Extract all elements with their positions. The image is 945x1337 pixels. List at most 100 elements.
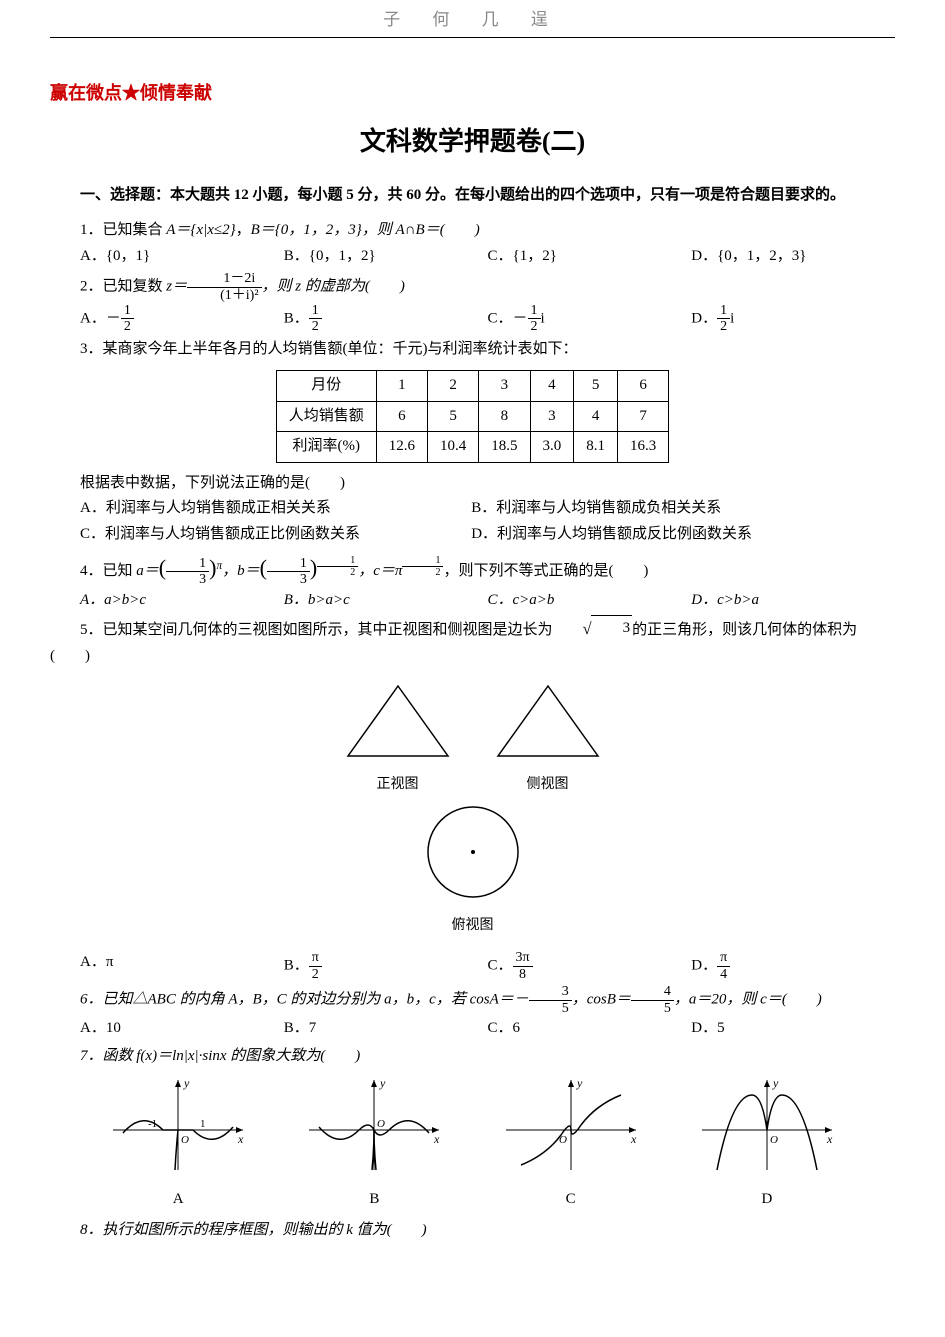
brand-line: 赢在微点★倾情奉献 [50, 78, 895, 109]
q2-optC-pre: C．－ [488, 310, 528, 326]
q4-optC: C．c>a>b [488, 588, 692, 614]
q6-optC: C．6 [488, 1016, 692, 1042]
q6-mid2: ，a＝20，则 c＝( ) [674, 992, 822, 1008]
q4-c-exp: 12 [402, 560, 443, 572]
q4-b-exp: 12 [317, 560, 358, 572]
q7-graphB: x y O B [304, 1075, 444, 1212]
r1-h: 人均销售额 [276, 401, 376, 432]
q4-a-d: 3 [166, 572, 209, 587]
th-4: 4 [530, 371, 574, 402]
q5-optB-n: π [309, 950, 322, 966]
q4-c-exp-n: 1 [402, 555, 443, 567]
q5-optD-frac: π4 [717, 950, 730, 982]
q2-optA-n: 1 [121, 303, 134, 319]
q4-a: a＝ [136, 563, 159, 579]
q4-pre: 4．已知 [80, 563, 136, 579]
q4-c: ，c＝π [358, 563, 402, 579]
svg-text:1: 1 [200, 1118, 206, 1130]
circle-top-icon [423, 802, 523, 902]
table-row: 利润率(%) 12.6 10.4 18.5 3.0 8.1 16.3 [276, 432, 669, 463]
r2-3: 18.5 [479, 432, 530, 463]
r2-6: 16.3 [618, 432, 669, 463]
q2-optD-frac: 12 [717, 303, 730, 335]
r1-2: 5 [428, 401, 479, 432]
q2-optA: A．－12 [80, 303, 284, 335]
q2-optD-n: 1 [717, 303, 730, 319]
q2-optD-d: 2 [717, 319, 730, 334]
q7-capC: C [501, 1187, 641, 1213]
q2-den: (1＋i)² [187, 288, 261, 303]
q4-b-d: 3 [267, 572, 310, 587]
q6-f1: 35 [529, 984, 572, 1016]
th-3: 3 [479, 371, 530, 402]
q2-optA-pre: A．－ [80, 310, 121, 326]
q7-capA: A [108, 1187, 248, 1213]
q3-optA: A．利润率与人均销售额成正相关关系 [80, 496, 471, 522]
table-row: 月份 1 2 3 4 5 6 [276, 371, 669, 402]
q4-options: A．a>b>c B．b>a>c C．c>a>b D．c>b>a [80, 588, 895, 614]
q8-stem: 8．执行如图所示的程序框图，则输出的 k 值为( ) [50, 1218, 895, 1244]
q6-optB: B．7 [284, 1016, 488, 1042]
r1-4: 3 [530, 401, 574, 432]
q2-optD-pre: D． [691, 310, 717, 326]
r1-3: 8 [479, 401, 530, 432]
q6-f2d: 5 [631, 1001, 674, 1016]
r1-5: 4 [574, 401, 618, 432]
q6-f2: 45 [631, 984, 674, 1016]
q3-optB: B．利润率与人均销售额成负相关关系 [471, 496, 862, 522]
r2-5: 8.1 [574, 432, 618, 463]
q5-optC-pre: C． [488, 958, 513, 974]
q5-optD-d: 4 [717, 967, 730, 982]
q2-optB: B．12 [284, 303, 488, 335]
header-divider [50, 37, 895, 38]
graph-b-icon: x y O [304, 1075, 444, 1175]
q5-figure: 正视图 侧视图 俯视图 [50, 681, 895, 938]
q4-stem: 4．已知 a＝(13)π，b＝(13)12，c＝π12，则下列不等式正确的是( … [50, 549, 895, 587]
q6-optD: D．5 [691, 1016, 895, 1042]
q4-b-base: 13 [267, 556, 310, 588]
svg-text:y: y [183, 1076, 190, 1090]
q2-optC-i: i [541, 310, 545, 326]
th-5: 5 [574, 371, 618, 402]
q5-stem: 5．已知某空间几何体的三视图如图所示，其中正视图和侧视图是边长为√3的正三角形，… [50, 615, 895, 669]
q5-options: A．π B．π2 C．3π8 D．π4 [80, 950, 895, 982]
q1-optC: C．{1，2} [488, 244, 692, 270]
q5-optC-frac: 3π8 [513, 950, 533, 982]
q6-mid1: ，cosB＝ [572, 992, 631, 1008]
r1-1: 6 [376, 401, 427, 432]
q1-pre: 1．已知集合 [80, 222, 166, 238]
q2-optB-pre: B． [284, 310, 309, 326]
q5-optB: B．π2 [284, 950, 488, 982]
q2-stem: 2．已知复数 z＝1－2i(1＋i)²，则 z 的虚部为( ) [50, 271, 895, 303]
svg-text:y: y [772, 1076, 779, 1090]
page-title: 文科数学押题卷(二) [50, 120, 895, 164]
r2-2: 10.4 [428, 432, 479, 463]
front-view: 正视图 [343, 681, 453, 796]
th-2: 2 [428, 371, 479, 402]
triangle-side-icon [493, 681, 603, 761]
svg-text:y: y [379, 1076, 386, 1090]
q2-optB-d: 2 [309, 319, 322, 334]
q3-optC: C．利润率与人均销售额成正比例函数关系 [80, 522, 471, 548]
svg-text:x: x [433, 1132, 440, 1146]
q5-optC-d: 8 [513, 967, 533, 982]
q4-optD: D．c>b>a [691, 588, 895, 614]
q1-c1: ， [236, 222, 251, 238]
q4-b-n: 1 [267, 556, 310, 572]
q2-optA-d: 2 [121, 319, 134, 334]
q5-optC: C．3π8 [488, 950, 692, 982]
q4-b-exp-d: 2 [317, 567, 358, 578]
q6-stem: 6．已知△ABC 的内角 A，B，C 的对边分别为 a，b，c，若 cosA＝－… [50, 984, 895, 1016]
q3-stem: 3．某商家今年上半年各月的人均销售额(单位：千元)与利润率统计表如下： [50, 337, 895, 363]
sqrt3-rad: 3 [591, 615, 633, 642]
q5-optA: A．π [80, 950, 284, 982]
q6-f1d: 5 [529, 1001, 572, 1016]
svg-text:x: x [826, 1132, 833, 1146]
r2-4: 3.0 [530, 432, 574, 463]
q1-stem: 1．已知集合 A＝{x|x≤2}，B＝{0，1，2，3}，则 A∩B＝( ) [50, 218, 895, 244]
svg-text:O: O [377, 1118, 385, 1130]
q2-optB-frac: 12 [309, 303, 322, 335]
svg-text:x: x [630, 1132, 637, 1146]
graph-d-icon: x y O [697, 1075, 837, 1175]
q1-optB: B．{0，1，2} [284, 244, 488, 270]
